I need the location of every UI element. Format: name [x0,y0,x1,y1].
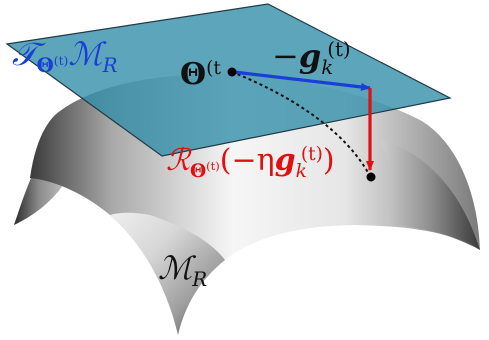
retraction-R-symbol: ℛ [166,143,190,178]
geodesic-curve [231,71,371,177]
gradient-minus-sign: − [272,37,299,75]
retraction-g-symbol: g [274,143,296,178]
retraction-t-superscript-2: (t) [300,143,323,165]
manifold-R-subscript: R [192,267,208,291]
retraction-close-paren: ) [322,143,335,178]
tangent-space-label: 𝒯Θ(t)ℳR [12,35,118,75]
tangent-T-symbol: 𝒯 [12,35,37,73]
retraction-theta-symbol: Θ [189,160,207,182]
retraction-open-paren: (−η [219,143,275,178]
retraction-t-superscript: (t) [206,159,220,174]
tangent-M-symbol: ℳ [68,35,103,73]
gradient-label: −gk(t) [272,37,351,78]
manifold-M-symbol: ℳ [158,249,193,287]
updated-point-dot [366,172,376,182]
point-theta-symbol: Θ [180,57,207,92]
gradient-arrow [233,70,371,91]
manifold-label: ℳR [158,249,207,289]
point-t-superscript: (t [206,57,221,79]
tangent-plane [5,3,452,157]
tangent-R-subscript: R [102,53,118,77]
retraction-label: ℛΘ(t)(−ηgk(t)) [166,143,335,180]
gradient-t-superscript: (t) [327,38,351,62]
gradient-g-symbol: g [298,37,322,75]
current-point-label: Θ(t [180,57,221,92]
retraction-k-subscript: k [295,160,307,182]
tangent-t-superscript: (t) [53,54,69,69]
current-point-dot [227,67,237,77]
tangent-theta-symbol: Θ [36,52,54,77]
gradient-k-subscript: k [321,55,334,79]
